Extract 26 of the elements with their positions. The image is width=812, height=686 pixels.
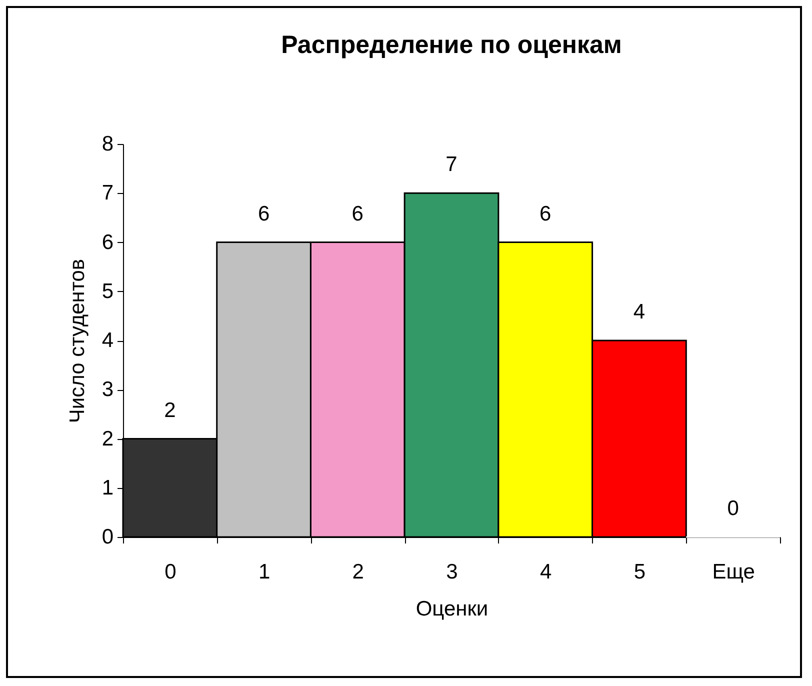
- y-tick-label: 7: [102, 182, 114, 205]
- data-label: 2: [164, 398, 176, 422]
- x-tick-label: Еще: [712, 560, 755, 584]
- data-label: 6: [352, 202, 364, 226]
- x-tick-label: 0: [164, 560, 176, 584]
- chart-title: Распределение по оценкам: [281, 31, 622, 59]
- y-tick-label: 5: [102, 280, 114, 303]
- data-label: 0: [727, 497, 739, 520]
- y-tick-label: 2: [102, 427, 114, 450]
- x-tick-label: 5: [634, 560, 646, 584]
- y-tick-label: 6: [102, 230, 114, 254]
- x-tick-label: 4: [540, 560, 552, 584]
- y-axis-title: Число студентов: [66, 258, 89, 424]
- y-tick-label: 1: [102, 476, 114, 500]
- y-tick-label: 8: [102, 132, 114, 156]
- x-axis-title: Оценки: [416, 598, 488, 620]
- x-tick-label: 3: [446, 560, 458, 584]
- x-tick-label: 1: [258, 560, 270, 584]
- data-label: 6: [258, 202, 270, 226]
- y-tick-label: 4: [102, 329, 114, 352]
- data-label: 4: [633, 300, 646, 324]
- x-tick-label: 2: [352, 560, 364, 584]
- data-label: 7: [446, 153, 458, 176]
- y-tick-label: 0: [102, 526, 114, 548]
- y-tick-label: 3: [102, 378, 114, 402]
- data-label: 6: [540, 202, 552, 226]
